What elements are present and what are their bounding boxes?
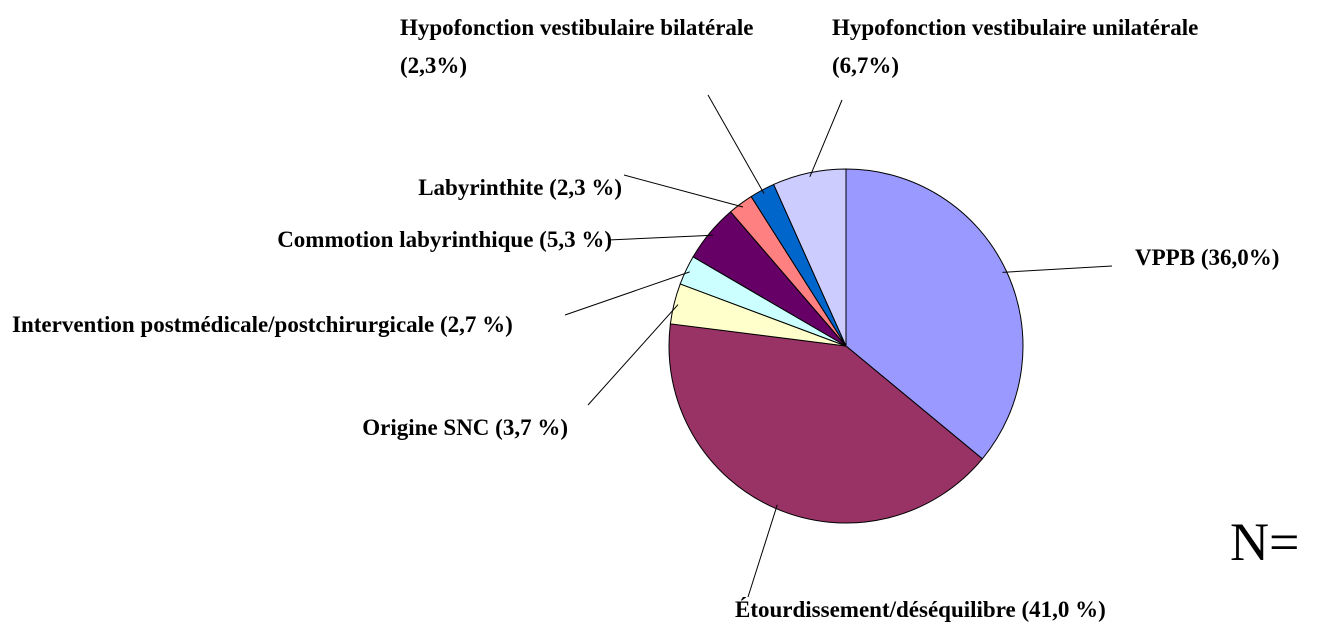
leader-line: [623, 174, 744, 208]
slice-label: Hypofonction vestibulaire bilatérale (2,…: [400, 9, 770, 85]
category-label: Commotion labyrinthique: [277, 227, 534, 252]
leader-line: [747, 504, 778, 598]
leader-line: [587, 304, 679, 406]
slice-label: Origine SNC (3,7 %): [268, 409, 568, 447]
pie-slice: [845, 168, 1024, 460]
leader-line: [564, 271, 690, 316]
slice-label: Labyrinthite (2,3 %): [322, 169, 622, 207]
category-label: VPPB: [1135, 245, 1196, 270]
leader-line: [607, 234, 714, 241]
annotation: N=: [1230, 512, 1300, 572]
value-label: (36,0%): [1200, 245, 1280, 270]
value-label: (41,0 %): [1021, 597, 1106, 622]
slice-label: VPPB (36,0%): [1135, 239, 1335, 277]
category-label: Hypofonction vestibulaire bilatérale: [400, 15, 754, 40]
value-label: (5,3 %): [539, 227, 612, 252]
value-label: (2,7 %): [440, 312, 513, 337]
category-label: Hypofonction vestibulaire unilatérale: [832, 15, 1199, 40]
value-label: (2,3 %): [549, 175, 622, 200]
slice-label: Intervention postmédicale/postchirurgica…: [12, 306, 542, 344]
leader-line: [1002, 265, 1113, 273]
category-label: Étourdissement/déséquilibre: [735, 597, 1016, 622]
slice-label: Hypofonction vestibulaire unilatérale (6…: [832, 9, 1202, 85]
category-label: Intervention postmédicale/postchirurgica…: [12, 312, 435, 337]
leader-line: [809, 99, 843, 178]
value-label: (2,3%): [400, 53, 468, 78]
value-label: (3,7 %): [495, 415, 568, 440]
leader-line: [707, 94, 765, 194]
category-label: Origine SNC: [362, 415, 490, 440]
slice-label: Commotion labyrinthique (5,3 %): [132, 221, 612, 259]
category-label: Labyrinthite: [418, 175, 544, 200]
slice-label: Étourdissement/déséquilibre (41,0 %): [735, 591, 1335, 629]
value-label: (6,7%): [832, 53, 900, 78]
pie-slice: [773, 168, 847, 347]
